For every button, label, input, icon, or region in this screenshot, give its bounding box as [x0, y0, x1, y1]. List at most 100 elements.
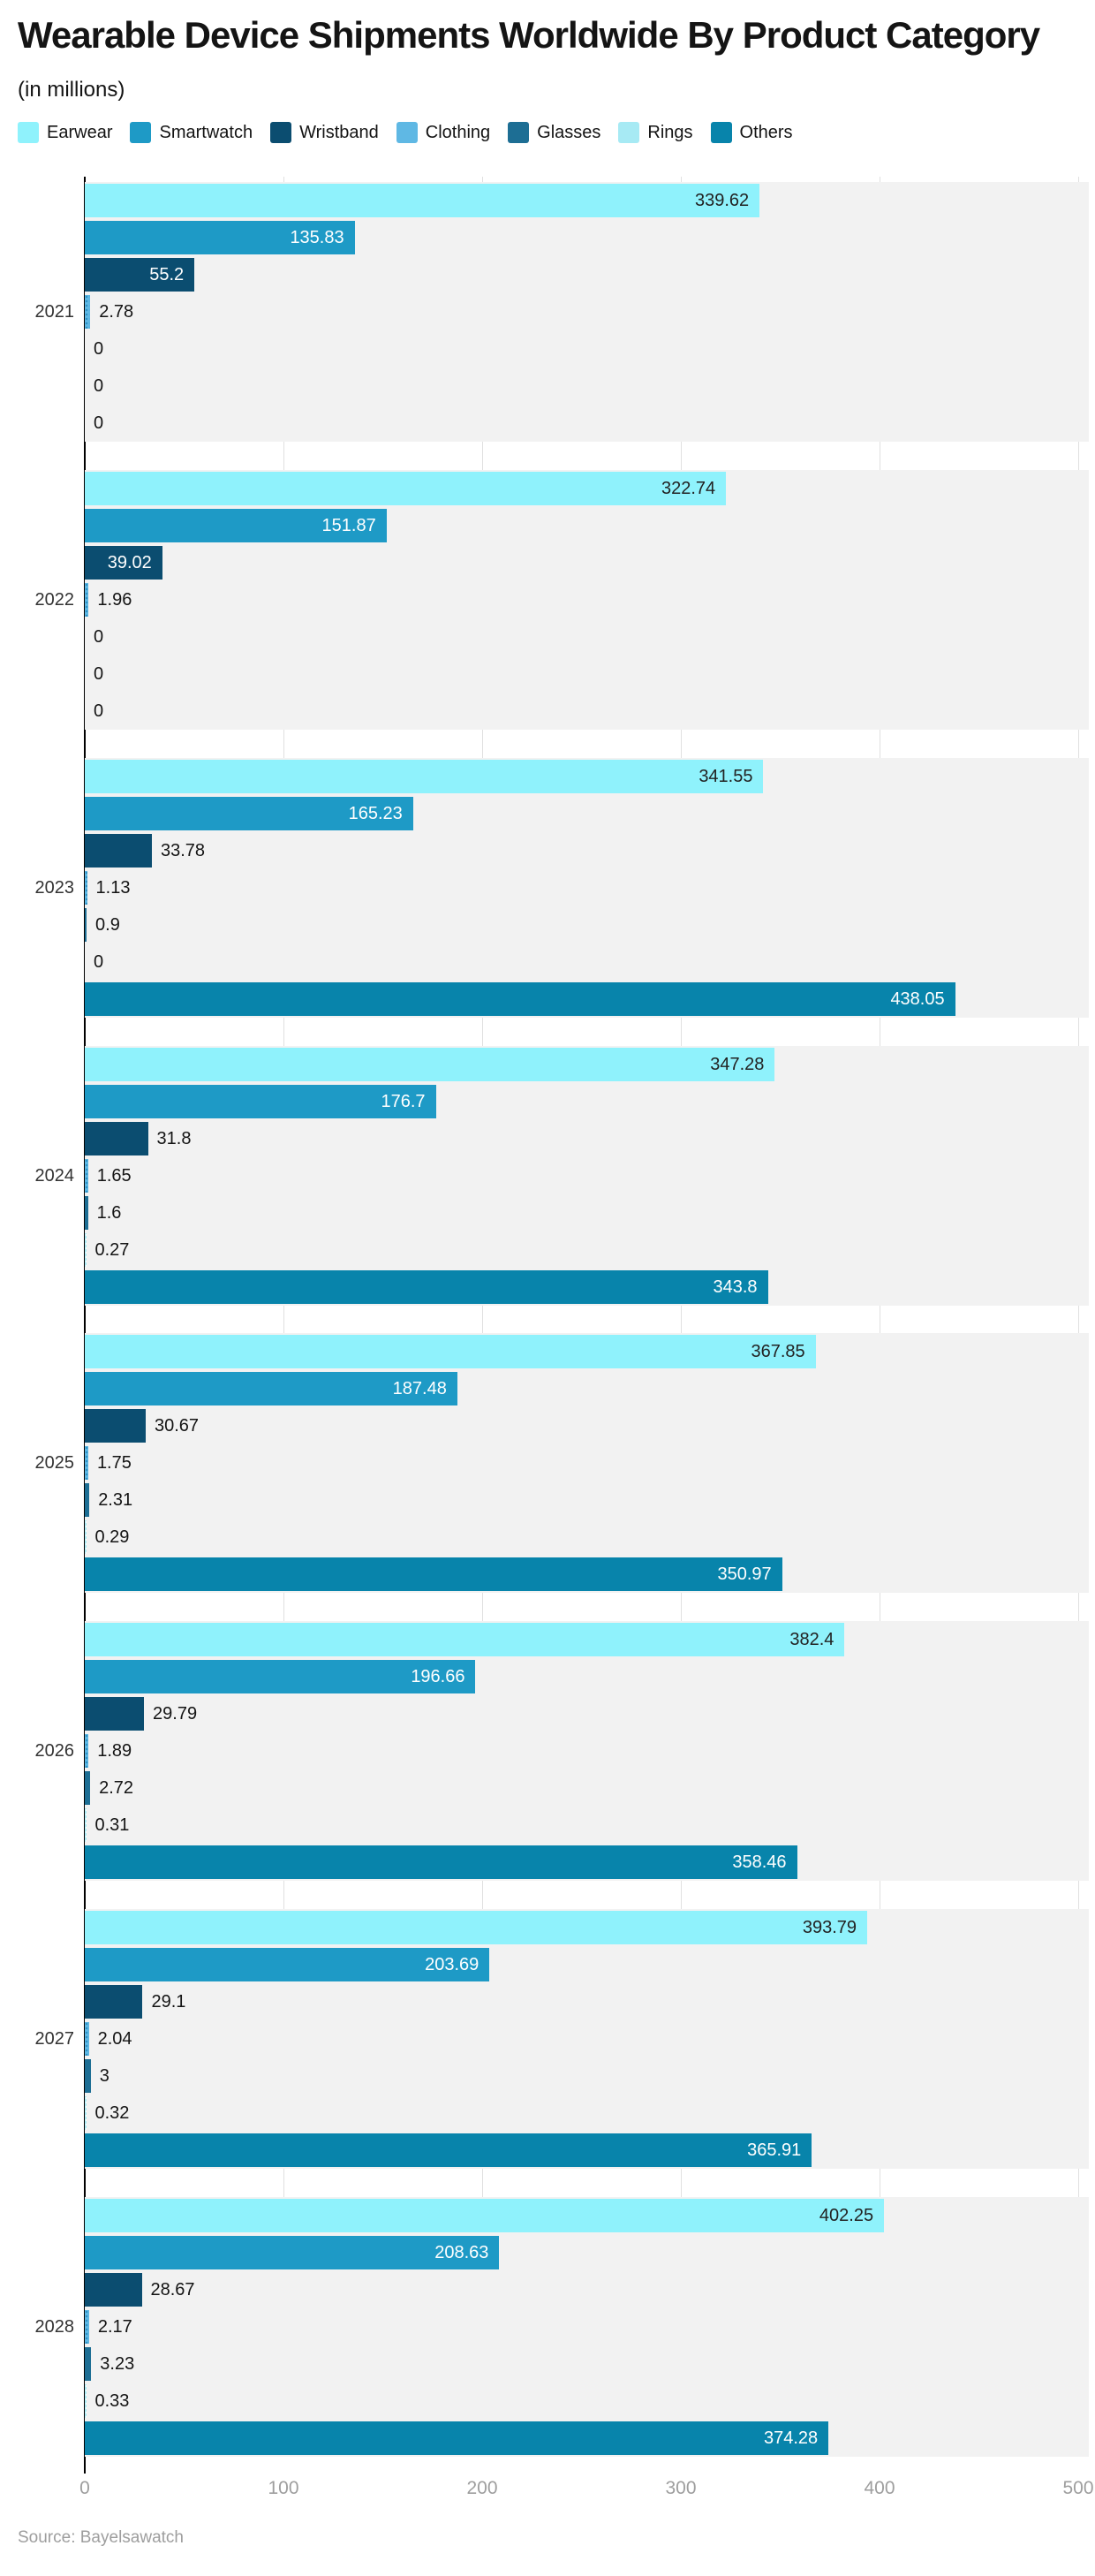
bar-rings-2025[interactable] [85, 1520, 87, 1554]
bar-value-label-rings-2027: 0.32 [94, 2103, 130, 2123]
year-group-2022: 322.74 151.87 39.02 1.96 0 0 0 [85, 470, 1089, 730]
bar-row-earwear-2025: 367.85 [85, 1333, 1089, 1370]
bar-row-smartwatch-2024: 176.7 [85, 1083, 1089, 1120]
bar-clothing-2028[interactable] [85, 2310, 89, 2344]
bar-clothing-2023[interactable] [85, 871, 87, 905]
bar-earwear-2028[interactable] [85, 2199, 885, 2232]
bar-earwear-2024[interactable] [85, 1048, 775, 1081]
legend-item-others[interactable]: Others [710, 122, 793, 143]
bar-value-label-glasses-2025: 2.31 [98, 1490, 133, 1510]
bar-row-others-2023: 438.05 [85, 981, 1089, 1018]
bar-value-label-rings-2021: 0 [94, 376, 104, 396]
year-group-2028: 402.25 208.63 28.67 2.17 3.23 0.33 374.28 [85, 2197, 1089, 2457]
bar-wristband-2024[interactable] [85, 1122, 148, 1155]
bar-value-label-glasses-2026: 2.72 [99, 1778, 134, 1798]
legend-item-smartwatch[interactable]: Smartwatch [130, 122, 253, 143]
bar-clothing-2021[interactable] [85, 295, 91, 329]
bar-smartwatch-2027[interactable] [85, 1948, 490, 1981]
bar-earwear-2027[interactable] [85, 1911, 868, 1944]
year-group-2021: 339.62 135.83 55.2 2.78 0 0 0 [85, 182, 1089, 442]
bar-row-rings-2028: 0.33 [85, 2383, 1089, 2420]
bar-rings-2028[interactable] [85, 2384, 87, 2418]
bar-value-label-rings-2023: 0 [94, 952, 104, 972]
bar-row-others-2028: 374.28 [85, 2420, 1089, 2457]
bar-glasses-2026[interactable] [85, 1771, 91, 1805]
bar-others-2025[interactable] [85, 1557, 782, 1591]
bar-wristband-2025[interactable] [85, 1409, 146, 1443]
bar-value-label-earwear-2021: 339.62 [694, 191, 750, 210]
bar-clothing-2022[interactable] [85, 583, 89, 617]
bar-value-label-clothing-2025: 1.75 [96, 1453, 132, 1473]
legend-item-clothing[interactable]: Clothing [396, 122, 490, 143]
bar-row-clothing-2024: 1.65 [85, 1157, 1089, 1194]
bar-earwear-2022[interactable] [85, 472, 727, 505]
bar-smartwatch-2028[interactable] [85, 2236, 500, 2269]
bar-row-rings-2024: 0.27 [85, 1231, 1089, 1269]
bar-clothing-2027[interactable] [85, 2022, 89, 2056]
legend-swatch-others [710, 122, 732, 143]
bar-others-2027[interactable] [85, 2133, 812, 2167]
bar-row-glasses-2021: 0 [85, 330, 1089, 367]
bar-others-2026[interactable] [85, 1845, 797, 1879]
year-group-2024: 347.28 176.7 31.8 1.65 1.6 0.27 343.8 [85, 1046, 1089, 1306]
bar-rings-2024[interactable] [85, 1233, 87, 1267]
bar-glasses-2028[interactable] [85, 2347, 92, 2381]
legend-item-rings[interactable]: Rings [618, 122, 693, 143]
bar-wristband-2026[interactable] [85, 1697, 145, 1731]
bar-smartwatch-2025[interactable] [85, 1372, 457, 1405]
chart-title: Wearable Device Shipments Worldwide By P… [18, 14, 1040, 56]
bar-value-label-smartwatch-2022: 151.87 [321, 516, 376, 535]
bar-others-2023[interactable] [85, 982, 955, 1016]
bar-wristband-2028[interactable] [85, 2273, 142, 2307]
bar-earwear-2026[interactable] [85, 1623, 845, 1656]
gridline-500 [1077, 177, 1079, 2457]
bar-glasses-2025[interactable] [85, 1483, 90, 1517]
bar-value-label-clothing-2026: 1.89 [97, 1741, 132, 1761]
bar-smartwatch-2021[interactable] [85, 221, 355, 254]
bar-clothing-2026[interactable] [85, 1734, 89, 1768]
bar-value-label-smartwatch-2026: 196.66 [411, 1667, 465, 1686]
bar-earwear-2025[interactable] [85, 1335, 816, 1368]
bar-value-label-wristband-2025: 30.67 [155, 1416, 200, 1436]
year-group-2027: 393.79 203.69 29.1 2.04 3 0.32 365.91 [85, 1909, 1089, 2169]
bar-clothing-2025[interactable] [85, 1446, 88, 1480]
bar-value-label-glasses-2023: 0.9 [95, 915, 120, 935]
bar-earwear-2021[interactable] [85, 184, 760, 217]
bar-earwear-2023[interactable] [85, 760, 764, 793]
bar-value-label-others-2026: 358.46 [732, 1852, 787, 1872]
bar-smartwatch-2024[interactable] [85, 1085, 436, 1118]
bar-others-2028[interactable] [85, 2421, 829, 2455]
bar-smartwatch-2026[interactable] [85, 1660, 476, 1693]
bar-glasses-2027[interactable] [85, 2059, 91, 2093]
x-axis-tick-label-500: 500 [1062, 2478, 1094, 2498]
bar-row-earwear-2022: 322.74 [85, 470, 1089, 507]
bar-wristband-2023[interactable] [85, 834, 152, 868]
bar-value-label-earwear-2024: 347.28 [710, 1055, 765, 1074]
bar-clothing-2024[interactable] [85, 1159, 88, 1193]
bar-row-smartwatch-2028: 208.63 [85, 2234, 1089, 2271]
bar-value-label-wristband-2022: 39.02 [107, 553, 152, 572]
bar-others-2024[interactable] [85, 1270, 768, 1304]
x-axis-tick-label-400: 400 [864, 2478, 895, 2498]
bar-glasses-2024[interactable] [85, 1196, 88, 1230]
bar-row-others-2025: 350.97 [85, 1556, 1089, 1593]
legend-item-earwear[interactable]: Earwear [18, 122, 112, 143]
bar-wristband-2021[interactable] [85, 258, 195, 292]
bar-wristband-2027[interactable] [85, 1985, 143, 2019]
bar-rings-2027[interactable] [85, 2096, 87, 2130]
bar-glasses-2023[interactable] [85, 908, 87, 942]
bar-wristband-2022[interactable] [85, 546, 162, 580]
legend-item-wristband[interactable]: Wristband [270, 122, 379, 143]
bar-row-wristband-2024: 31.8 [85, 1120, 1089, 1157]
bar-value-label-smartwatch-2025: 187.48 [392, 1379, 447, 1398]
bar-row-smartwatch-2025: 187.48 [85, 1370, 1089, 1407]
bar-smartwatch-2022[interactable] [85, 509, 387, 542]
bar-smartwatch-2023[interactable] [85, 797, 413, 830]
legend-swatch-clothing [396, 122, 418, 143]
chart-subtitle: (in millions) [18, 78, 125, 102]
bar-rings-2026[interactable] [85, 1808, 87, 1842]
bar-row-smartwatch-2022: 151.87 [85, 507, 1089, 544]
legend-item-glasses[interactable]: Glasses [508, 122, 600, 143]
bar-value-label-others-2025: 350.97 [717, 1565, 772, 1584]
year-group-2023: 341.55 165.23 33.78 1.13 0.9 0 438.05 [85, 758, 1089, 1018]
